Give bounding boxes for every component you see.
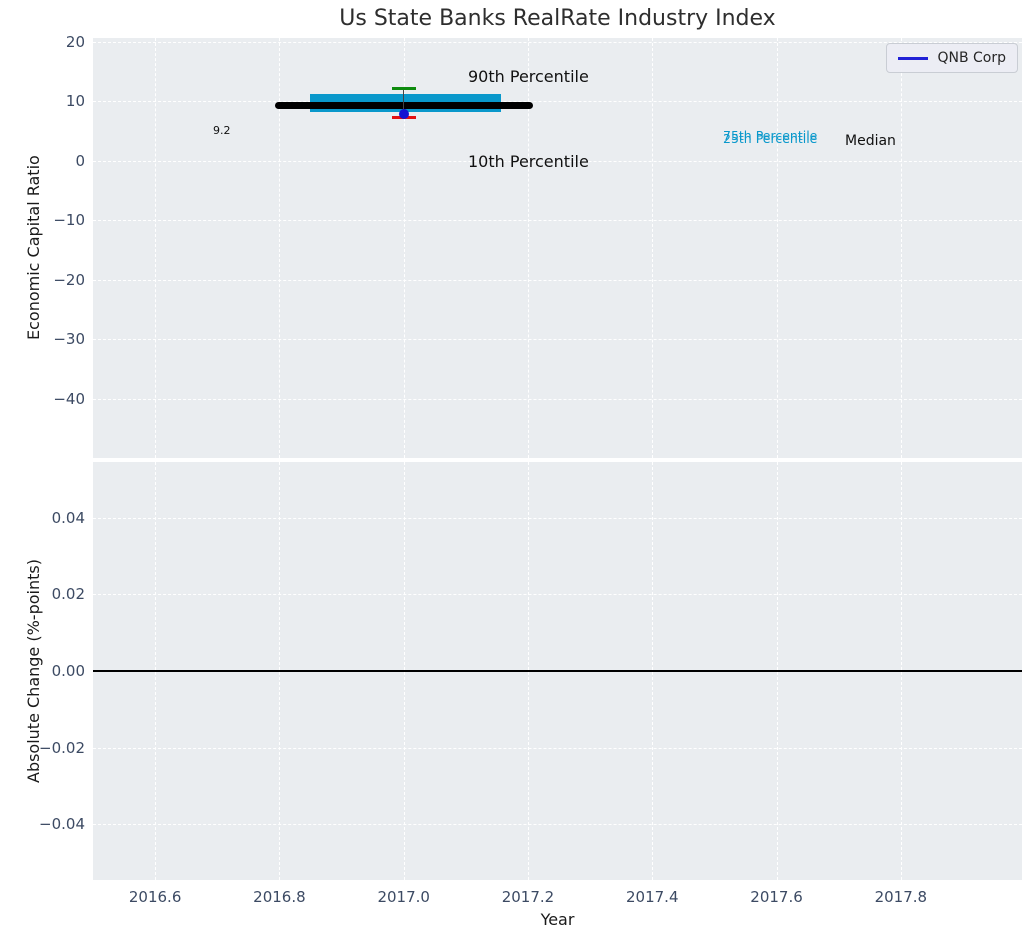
p25-annotation: 25th Percentile [723,131,818,146]
median-value-annotation: 9.2 [213,124,231,137]
y-gridline [93,41,1022,43]
company-data-point [398,109,409,120]
bottom-axes [93,462,1022,880]
y-tick-label: −30 [53,330,85,349]
y-gridline [93,517,1022,519]
x-gridline [527,38,529,458]
x-tick-label: 2016.8 [253,888,306,906]
y-gridline [93,160,1022,162]
legend-line-sample [898,56,929,60]
p10-annotation: 10th Percentile [468,152,589,171]
median-annotation: Median [845,133,896,149]
x-axis-label: Year [540,910,575,929]
zero-line [93,670,1022,672]
x-tick-label: 2017.2 [501,888,555,906]
y-gridline [93,101,1022,103]
top-axes: 9.2 90th Percentile 10th Percentile 75th… [93,38,1022,458]
x-tick-label: 2016.6 [128,888,182,906]
y-tick-label: 0.02 [51,585,85,604]
y-gridline [93,594,1022,596]
y-tick-label: 10 [65,92,85,111]
y-gridline [93,279,1022,281]
x-gridline [279,38,281,458]
x-tick-label: 2017.4 [626,888,679,906]
x-gridline [652,38,654,458]
x-gridline [900,38,902,458]
y-tick-label: −10 [53,211,85,230]
y-gridline [93,339,1022,341]
y-tick-label: −0.02 [39,738,85,757]
whisker-line [402,88,405,115]
y-gridline [93,220,1022,222]
x-tick-label: 2017.8 [874,888,928,906]
x-tick-label: 2017.0 [377,888,430,906]
legend-label: QNB Corp [937,50,1006,66]
p90-annotation: 90th Percentile [468,67,589,86]
y-gridline [93,747,1022,749]
x-gridline [155,38,157,458]
x-gridline [776,38,778,458]
y-tick-label: 20 [65,32,85,51]
chart-title: Us State Banks RealRate Industry Index [339,6,776,31]
y-tick-label: −40 [53,390,85,409]
y-gridline [93,824,1022,826]
x-tick-label: 2017.6 [750,888,803,906]
y-gridline [93,399,1022,401]
y-tick-label: 0.00 [51,662,85,680]
y-tick-label: −20 [53,270,85,289]
legend: QNB Corp [886,43,1018,73]
p75-annotation: 75th Percentile [723,128,818,143]
y-tick-label: 0 [75,151,85,170]
y-tick-label: 0.04 [51,508,85,527]
whisker-cap-90th [391,87,416,91]
y-tick-label: −0.04 [39,815,85,834]
x-gridline [403,38,405,458]
